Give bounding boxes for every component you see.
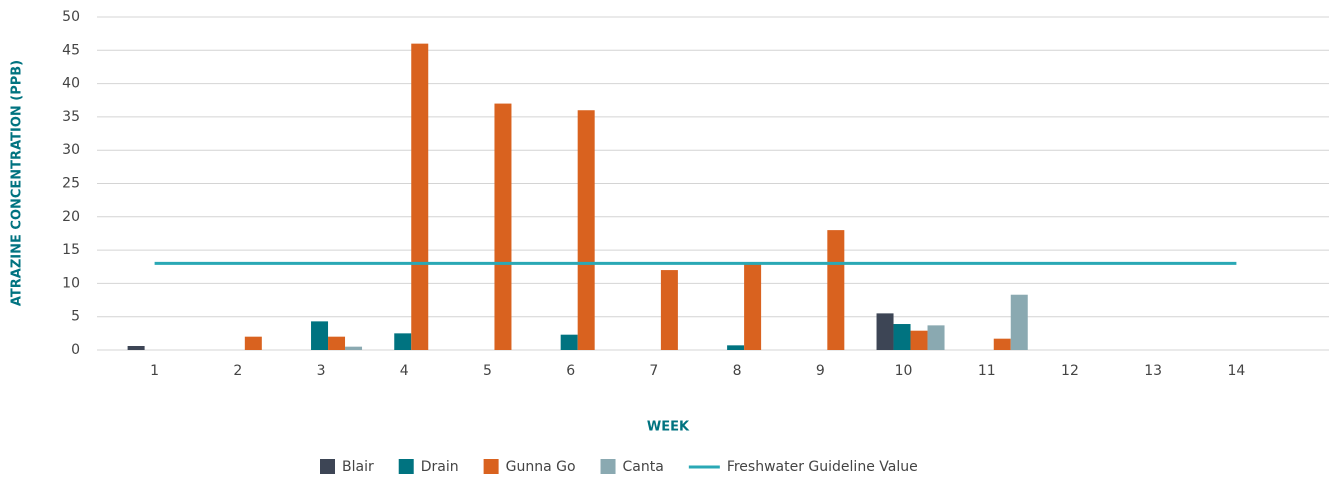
legend-swatch [320, 459, 335, 474]
x-tick-label: 13 [1144, 363, 1162, 379]
y-tick-label: 0 [71, 342, 80, 358]
x-tick-label: 2 [233, 363, 242, 379]
y-tick-label: 30 [62, 142, 80, 158]
bar [394, 333, 412, 350]
bar [127, 346, 145, 350]
x-tick-label: 14 [1227, 363, 1245, 379]
y-axis-title: ATRAZINE CONCENTRATION (PPB) [10, 60, 25, 306]
x-tick-label: 5 [483, 363, 492, 379]
bar [910, 330, 928, 350]
y-tick-label: 25 [62, 176, 80, 192]
bar [311, 321, 329, 350]
x-tick-label: 7 [649, 363, 658, 379]
y-tick-label: 10 [62, 275, 80, 291]
x-tick-label: 9 [816, 363, 825, 379]
legend-label: Gunna Go [506, 459, 576, 475]
legend-label: Blair [342, 459, 374, 475]
bar [494, 103, 512, 350]
x-tick-label: 10 [895, 363, 913, 379]
bar [927, 325, 945, 350]
y-tick-label: 40 [62, 76, 80, 92]
x-tick-label: 11 [978, 363, 996, 379]
x-tick-label: 3 [317, 363, 326, 379]
legend-label: Canta [623, 459, 664, 475]
bar [345, 346, 363, 350]
x-tick-label: 4 [400, 363, 409, 379]
bar [993, 338, 1011, 350]
x-tick-label: 6 [566, 363, 575, 379]
bar [827, 230, 845, 350]
y-tick-label: 50 [62, 9, 80, 25]
bar [876, 313, 894, 350]
x-tick-label: 1 [150, 363, 159, 379]
bar [244, 336, 262, 350]
bar [744, 263, 762, 350]
bar [660, 270, 678, 350]
y-tick-label: 45 [62, 42, 80, 58]
legend-label: Freshwater Guideline Value [727, 459, 918, 475]
y-tick-label: 35 [62, 109, 80, 125]
bar [328, 336, 346, 350]
bar [1010, 294, 1028, 350]
legend-swatch [398, 459, 414, 474]
bar [893, 324, 911, 350]
legend-label: Drain [421, 459, 459, 475]
y-tick-label: 5 [71, 309, 80, 325]
bar [727, 345, 745, 350]
x-tick-label: 12 [1061, 363, 1079, 379]
bar [411, 43, 429, 350]
bar [577, 110, 595, 351]
y-tick-label: 20 [62, 209, 80, 225]
x-tick-label: 8 [733, 363, 742, 379]
legend-swatch [483, 459, 499, 474]
bar [560, 334, 578, 350]
legend-swatch [600, 459, 616, 474]
y-tick-label: 15 [62, 242, 80, 258]
x-axis-title: WEEK [647, 420, 690, 435]
